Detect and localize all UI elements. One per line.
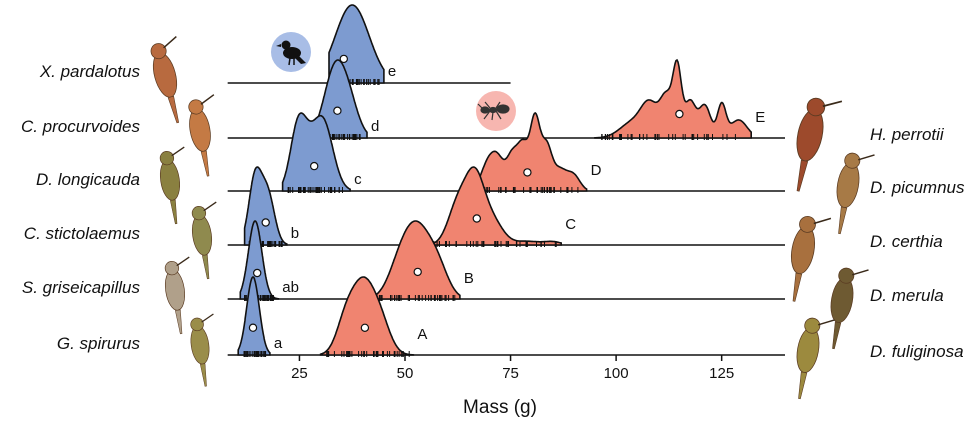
- bird-illustration-7: [786, 94, 842, 196]
- group-letter-blue-row-3: c: [354, 171, 362, 188]
- blue-row-5-mean-marker: [254, 269, 261, 276]
- ant-guild-badge: [476, 91, 516, 131]
- species-label-right-5: D. merula: [870, 286, 944, 305]
- red-row-2-ridge: [595, 60, 751, 140]
- x-tick-label-100: 100: [604, 365, 629, 382]
- bird-illustration-1: [146, 37, 198, 126]
- red-row-5-mean-marker: [414, 268, 421, 275]
- species-label-left-2: C. procurvoides: [21, 117, 141, 136]
- x-tick-label-25: 25: [291, 365, 308, 382]
- bird-illustration-9: [783, 213, 831, 305]
- bird-illustration-6: [187, 314, 223, 387]
- species-label-left-3: D. longicauda: [36, 170, 140, 189]
- density-ridges: [228, 5, 785, 357]
- species-label-left-1: X. pardalotus: [39, 62, 141, 81]
- group-letter-red-row-3: D: [591, 162, 602, 179]
- species-label-right-6: D. fuliginosa: [870, 342, 964, 361]
- group-letter-red-row-5: B: [464, 270, 474, 287]
- species-label-right-4: D. certhia: [870, 232, 943, 251]
- x-tick-label-75: 75: [502, 365, 519, 382]
- blue-row-4-mean-marker: [262, 219, 269, 226]
- red-row-3-mean-marker: [524, 169, 531, 176]
- blue-row-2-mean-marker: [334, 107, 341, 114]
- red-row-4-mean-marker: [473, 215, 480, 222]
- bird-illustration-3: [156, 147, 194, 225]
- species-label-left-6: G. spirurus: [57, 334, 141, 353]
- group-letter-blue-row-1: e: [388, 63, 396, 80]
- group-letter-blue-row-6: a: [274, 335, 283, 352]
- bird-illustration-2: [185, 95, 228, 178]
- red-row-2-mean-marker: [676, 110, 683, 117]
- bird-guild-badge: [271, 32, 311, 72]
- x-tick-label-50: 50: [397, 365, 414, 382]
- bird-illustration-10: [823, 265, 868, 353]
- x-tick-label-125: 125: [709, 365, 734, 382]
- red-row-2-density: [595, 60, 751, 138]
- bird-illustration-8: [829, 150, 874, 238]
- x-axis-title: Mass (g): [463, 397, 537, 418]
- group-letter-red-row-6: A: [417, 326, 427, 343]
- group-letter-blue-row-2: d: [371, 118, 379, 135]
- species-label-right-2: H. perrotii: [870, 125, 945, 144]
- bird-illustration-4: [188, 202, 226, 280]
- species-label-right-3: D. picumnus: [870, 178, 965, 197]
- group-letter-blue-row-4: b: [291, 225, 299, 242]
- x-axis: 25 50 75 100 125: [291, 355, 734, 382]
- blue-row-6-mean-marker: [249, 324, 256, 331]
- red-row-6-mean-marker: [361, 324, 368, 331]
- group-letter-blue-row-5: ab: [282, 279, 299, 296]
- species-label-left-4: C. stictolaemus: [24, 224, 141, 243]
- group-letter-red-row-4: C: [565, 216, 576, 233]
- species-label-left-5: S. griseicapillus: [22, 278, 141, 297]
- bird-illustration-11: [789, 315, 834, 403]
- blue-row-3-mean-marker: [311, 163, 318, 170]
- group-letter-red-row-2: E: [755, 109, 765, 126]
